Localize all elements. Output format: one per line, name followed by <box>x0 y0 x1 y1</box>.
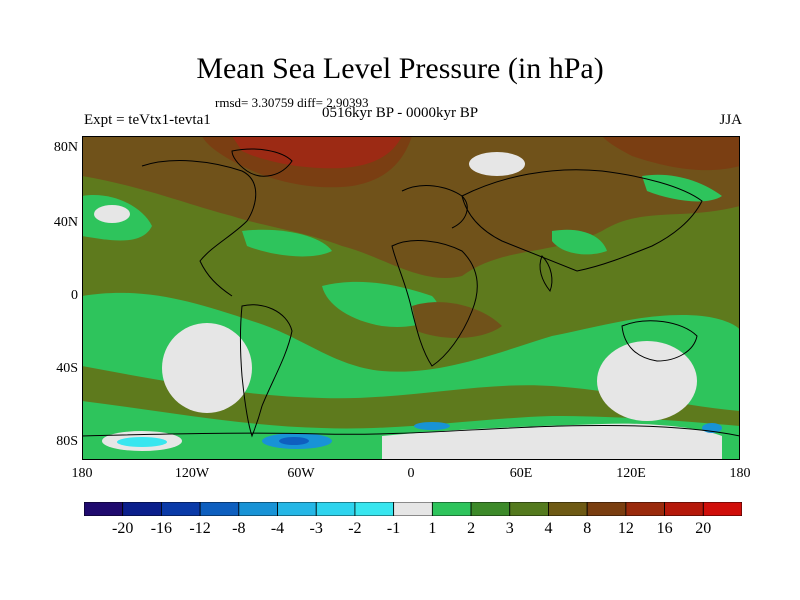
coast-australia <box>621 320 698 362</box>
field-antarctic-darkblue-center <box>279 437 309 445</box>
field-asia-green <box>552 229 607 255</box>
colorbar-tick-label: -12 <box>189 520 211 537</box>
field-arctic-gray <box>469 152 525 176</box>
field-southpacific-gray <box>162 323 252 413</box>
colorbar-swatch <box>393 502 433 516</box>
colorbar-swatch <box>122 502 162 516</box>
colorbar-swatch <box>431 502 472 516</box>
coast-south-america <box>240 304 293 438</box>
statistics-text: rmsd= 3.30759 diff= 2.90393 <box>215 95 369 110</box>
colorbar-tick-label: -8 <box>232 520 246 537</box>
colorbar-tick-label: -4 <box>270 520 285 537</box>
coast-india <box>539 255 553 292</box>
map-frame <box>82 136 740 460</box>
x-label-120w: 120W <box>174 466 210 481</box>
colorbar-swatch <box>84 502 124 516</box>
colorbar-tick-label: -20 <box>112 520 134 537</box>
experiment-label: Expt = teVtx1-tevta1 <box>84 112 211 128</box>
y-label-equator: 0 <box>71 288 78 303</box>
x-label-60w: 60W <box>287 466 315 481</box>
coast-asia <box>461 169 703 272</box>
y-label-80s: 80S <box>56 434 78 449</box>
colorbar-swatch <box>354 502 395 516</box>
coast-antarctica <box>82 425 740 437</box>
x-label-0: 0 <box>407 466 415 481</box>
colorbar-swatch <box>664 502 704 516</box>
field-indian-brown <box>412 302 502 338</box>
field-antarctic-gray <box>382 423 722 460</box>
colorbar-swatch <box>470 502 511 516</box>
x-label-180-left: 180 <box>71 466 93 481</box>
period-label: 0516kyr BP - 0000kyr BP <box>322 105 479 121</box>
colorbar-swatch <box>509 502 549 516</box>
colorbar-swatch <box>702 502 742 516</box>
colorbar-swatch <box>625 502 665 516</box>
colorbar-tick-label: -2 <box>348 520 362 537</box>
chart-title: Mean Sea Level Pressure (in hPa) <box>196 52 604 85</box>
season-label: JJA <box>719 112 742 128</box>
colorbar-tick-label: -1 <box>386 520 401 537</box>
colorbar-tick-label: 16 <box>656 520 673 537</box>
field-antarctic-cyan-left <box>117 437 167 447</box>
x-label-180-right: 180 <box>729 466 751 481</box>
colorbar <box>84 502 742 516</box>
coast-greenland <box>231 148 293 177</box>
field-north-red <box>232 136 402 169</box>
colorbar-tick-label: -16 <box>150 520 173 537</box>
colorbar-swatch <box>277 502 317 516</box>
pressure-map <box>82 136 740 460</box>
colorbar-tick-label: -3 <box>309 520 323 537</box>
field-north-brown <box>82 136 740 279</box>
colorbar-swatch <box>586 502 627 516</box>
y-label-80n: 80N <box>53 140 78 155</box>
colorbar-tick-label: 20 <box>695 520 712 537</box>
y-label-40n: 40N <box>53 215 78 230</box>
colorbar-tick-label: 12 <box>617 520 634 537</box>
colorbar-tick-label: 3 <box>505 520 514 537</box>
field-atlantic-green <box>242 229 332 257</box>
field-antarctic-blue-right <box>414 422 450 430</box>
colorbar-swatch <box>238 502 278 516</box>
colorbar-tick-label: 1 <box>428 520 437 537</box>
field-equatorial-green <box>322 281 439 327</box>
x-label-60e: 60E <box>509 466 533 481</box>
field-indianocean-gray <box>597 341 697 421</box>
y-label-40s: 40S <box>56 361 78 376</box>
field-northpacific-gray <box>94 205 130 223</box>
colorbar-swatch <box>161 502 201 516</box>
colorbar-tick-label: 8 <box>583 520 592 537</box>
colorbar-tick-label: 4 <box>544 520 553 537</box>
field-arctic-darkbrown <box>602 136 740 171</box>
colorbar-swatch <box>315 502 356 516</box>
colorbar-tick-label: 2 <box>467 520 476 537</box>
colorbar-swatch <box>199 502 240 516</box>
coast-north-america <box>141 160 257 297</box>
colorbar-swatch <box>548 502 588 516</box>
x-label-120e: 120E <box>616 466 646 481</box>
coast-africa <box>391 240 478 367</box>
field-pacific-nw-green <box>642 174 722 202</box>
